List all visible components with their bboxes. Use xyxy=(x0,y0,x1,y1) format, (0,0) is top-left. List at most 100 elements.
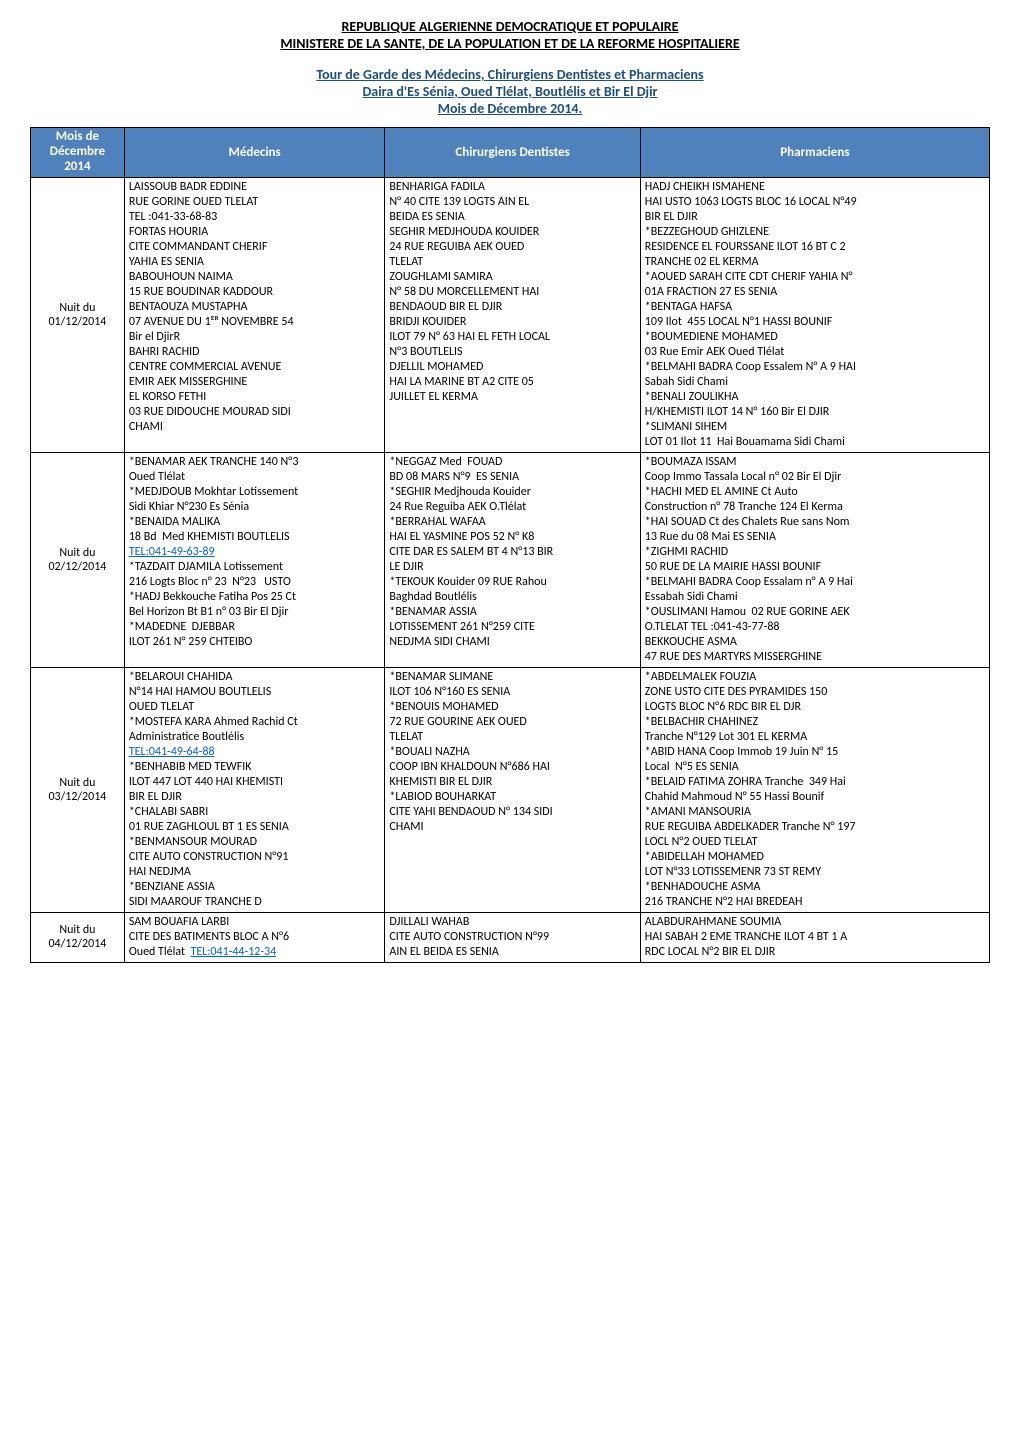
cell-text: Baghdad Boutlélis xyxy=(389,590,635,605)
cell-text: LOCL N°2 OUED TLELAT xyxy=(645,835,985,850)
cell-text: YAHIA ES SENIA xyxy=(129,255,381,270)
cell-text: BIR EL DJIR xyxy=(645,210,985,225)
cell-text: HAI SABAH 2 EME TRANCHE ILOT 4 BT 1 A xyxy=(645,930,985,945)
cell-text: *BENAMAR AEK TRANCHE 140 N°3 xyxy=(129,455,381,470)
cell-text: 07 AVENUE DU 1ᴱᴿ NOVEMBRE 54 xyxy=(129,315,381,330)
cell-text: ILOT 79 N° 63 HAI EL FETH LOCAL xyxy=(389,330,635,345)
cell-text: SEGHIR MEDJHOUDA KOUIDER xyxy=(389,225,635,240)
date-value: 03/12/2014 xyxy=(35,790,120,804)
cell-text: DJELLIL MOHAMED xyxy=(389,360,635,375)
phone-link[interactable]: TEL:041-44-12-34 xyxy=(190,945,276,959)
phone-link[interactable]: TEL:041-49-63-89 xyxy=(129,545,381,560)
dentistes-cell: DJILLALI WAHABCITE AUTO CONSTRUCTION N°9… xyxy=(385,912,640,962)
cell-text: BENDAOUD BIR EL DJIR xyxy=(389,300,635,315)
cell-text: N° 58 DU MORCELLEMENT HAI xyxy=(389,285,635,300)
cell-text: N° 40 CITE 139 LOGTS AIN EL xyxy=(389,195,635,210)
subheader-line-2: Daira d'Es Sénia, Oued Tlélat, Boutlélis… xyxy=(30,83,990,100)
date-value: 04/12/2014 xyxy=(35,937,120,951)
cell-text: 13 Rue du 08 Mai ES SENIA xyxy=(645,530,985,545)
cell-text: H/KHEMISTI ILOT 14 N° 160 Bir El DJIR xyxy=(645,405,985,420)
cell-text: 47 RUE DES MARTYRS MISSERGHINE xyxy=(645,650,985,665)
cell-text: *BENHABIB MED TEWFIK xyxy=(129,760,381,775)
cell-text: BABOUHOUN NAIMA xyxy=(129,270,381,285)
table-header-row: Mois de Décembre 2014 Médecins Chirurgie… xyxy=(31,128,990,178)
cell-text: RESIDENCE EL FOURSSANE ILOT 16 BT C 2 xyxy=(645,240,985,255)
date-value: 02/12/2014 xyxy=(35,560,120,574)
cell-text: EL KORSO FETHI xyxy=(129,390,381,405)
cell-text: *BENAMAR SLIMANE xyxy=(389,670,635,685)
medecins-cell: *BENAMAR AEK TRANCHE 140 N°3Oued Tlélat*… xyxy=(124,452,385,667)
cell-text: *MOSTEFA KARA Ahmed Rachid Ct xyxy=(129,715,381,730)
date-label: Nuit du xyxy=(35,776,120,790)
cell-text: ALABDURAHMANE SOUMIA xyxy=(645,915,985,930)
cell-text: CITE YAHI BENDAOUD N° 134 SIDI xyxy=(389,805,635,820)
col-header-pharmaciens: Pharmaciens xyxy=(640,128,989,178)
cell-text: *BELBACHIR CHAHINEZ xyxy=(645,715,985,730)
cell-text: N°3 BOUTLELIS xyxy=(389,345,635,360)
pharmaciens-cell: HADJ CHEIKH ISMAHENEHAI USTO 1063 LOGTS … xyxy=(640,177,989,452)
cell-text: LOT 01 Ilot 11 Hai Bouamama Sidi Chami xyxy=(645,435,985,450)
medecins-cell: *BELAROUI CHAHIDAN°14 HAI HAMOU BOUTLELI… xyxy=(124,667,385,912)
cell-text: 18 Bd Med KHEMISTI BOUTLELIS xyxy=(129,530,381,545)
medecins-cell: LAISSOUB BADR EDDINERUE GORINE OUED TLEL… xyxy=(124,177,385,452)
medecins-cell: SAM BOUAFIA LARBICITE DES BATIMENTS BLOC… xyxy=(124,912,385,962)
cell-text: *BOUMEDIENE MOHAMED xyxy=(645,330,985,345)
cell-text: BIR EL DJIR xyxy=(129,790,381,805)
cell-text: ILOT 261 N° 259 CHTEIBO xyxy=(129,635,381,650)
cell-text: *BENMANSOUR MOURAD xyxy=(129,835,381,850)
document-header: REPUBLIQUE ALGERIENNE DEMOCRATIQUE ET PO… xyxy=(30,18,990,52)
cell-text: *AMANI MANSOURIA xyxy=(645,805,985,820)
cell-text: OUED TLELAT xyxy=(129,700,381,715)
subheader-line-3: Mois de Décembre 2014. xyxy=(30,100,990,117)
cell-text: LOTISSEMENT 261 N°259 CITE xyxy=(389,620,635,635)
cell-text: CITE AUTO CONSTRUCTION N°91 xyxy=(129,850,381,865)
cell-text: *BERRAHAL WAFAA xyxy=(389,515,635,530)
cell-text: Sidi Khiar N°230 Es Sénia xyxy=(129,500,381,515)
cell-text: *MEDJDOUB Mokhtar Lotissement xyxy=(129,485,381,500)
cell-text: COOP IBN KHALDOUN N°686 HAI xyxy=(389,760,635,775)
table-row: Nuit du02/12/2014*BENAMAR AEK TRANCHE 14… xyxy=(31,452,990,667)
cell-text: ILOT 106 N°160 ES SENIA xyxy=(389,685,635,700)
table-body: Nuit du01/12/2014LAISSOUB BADR EDDINERUE… xyxy=(31,177,990,962)
cell-text: CITE DES BATIMENTS BLOC A N°6 xyxy=(129,930,381,945)
cell-text: NEDJMA SIDI CHAMI xyxy=(389,635,635,650)
cell-text: 01 RUE ZAGHLOUL BT 1 ES SENIA xyxy=(129,820,381,835)
table-row: Nuit du04/12/2014SAM BOUAFIA LARBICITE D… xyxy=(31,912,990,962)
date-cell: Nuit du04/12/2014 xyxy=(31,912,125,962)
cell-text: *BENAMAR ASSIA xyxy=(389,605,635,620)
cell-text: CITE AUTO CONSTRUCTION N°99 xyxy=(389,930,635,945)
cell-text: HAI NEDJMA xyxy=(129,865,381,880)
cell-text: 109 Ilot 455 LOCAL N°1 HASSI BOUNIF xyxy=(645,315,985,330)
cell-text: TLELAT xyxy=(389,730,635,745)
cell-text: *BENAIDA MALIKA xyxy=(129,515,381,530)
cell-text: *BOUMAZA ISSAM xyxy=(645,455,985,470)
phone-link[interactable]: TEL:041-49-64-88 xyxy=(129,745,381,760)
cell-text: BAHRI RACHID xyxy=(129,345,381,360)
schedule-table: Mois de Décembre 2014 Médecins Chirurgie… xyxy=(30,127,990,963)
cell-text: HAI USTO 1063 LOGTS BLOC 16 LOCAL N°49 xyxy=(645,195,985,210)
cell-text: Coop Immo Tassala Local n° 02 Bir El Dji… xyxy=(645,470,985,485)
date-cell: Nuit du01/12/2014 xyxy=(31,177,125,452)
cell-text: *HAI SOUAD Ct des Chalets Rue sans Nom xyxy=(645,515,985,530)
cell-text: Oued Tlélat TEL:041-44-12-34 xyxy=(129,945,381,960)
cell-text: BD 08 MARS N°9 ES SENIA xyxy=(389,470,635,485)
cell-text: *HADJ Bekkouche Fatiha Pos 25 Ct xyxy=(129,590,381,605)
cell-text: *BENALI ZOULIKHA xyxy=(645,390,985,405)
cell-text: KHEMISTI BIR EL DJIR xyxy=(389,775,635,790)
date-cell: Nuit du03/12/2014 xyxy=(31,667,125,912)
cell-text: *BENHADOUCHE ASMA xyxy=(645,880,985,895)
cell-text: Administratice Boutlélis xyxy=(129,730,381,745)
cell-text: 15 RUE BOUDINAR KADDOUR xyxy=(129,285,381,300)
cell-text: 03 RUE DIDOUCHE MOURAD SIDI xyxy=(129,405,381,420)
cell-text: *BELMAHI BADRA Coop Essalem N° A 9 HAI xyxy=(645,360,985,375)
cell-text: CENTRE COMMERCIAL AVENUE xyxy=(129,360,381,375)
cell-text: ZONE USTO CITE DES PYRAMIDES 150 xyxy=(645,685,985,700)
cell-text: CHAMI xyxy=(129,420,381,435)
cell-text: RDC LOCAL N°2 BIR EL DJIR xyxy=(645,945,985,960)
cell-text: Oued Tlélat xyxy=(129,470,381,485)
cell-text: EMIR AEK MISSERGHINE xyxy=(129,375,381,390)
cell-text: BEKKOUCHE ASMA xyxy=(645,635,985,650)
date-label: Nuit du xyxy=(35,301,120,315)
cell-text: *CHALABI SABRI xyxy=(129,805,381,820)
cell-text: 24 RUE REGUIBA AEK OUED xyxy=(389,240,635,255)
